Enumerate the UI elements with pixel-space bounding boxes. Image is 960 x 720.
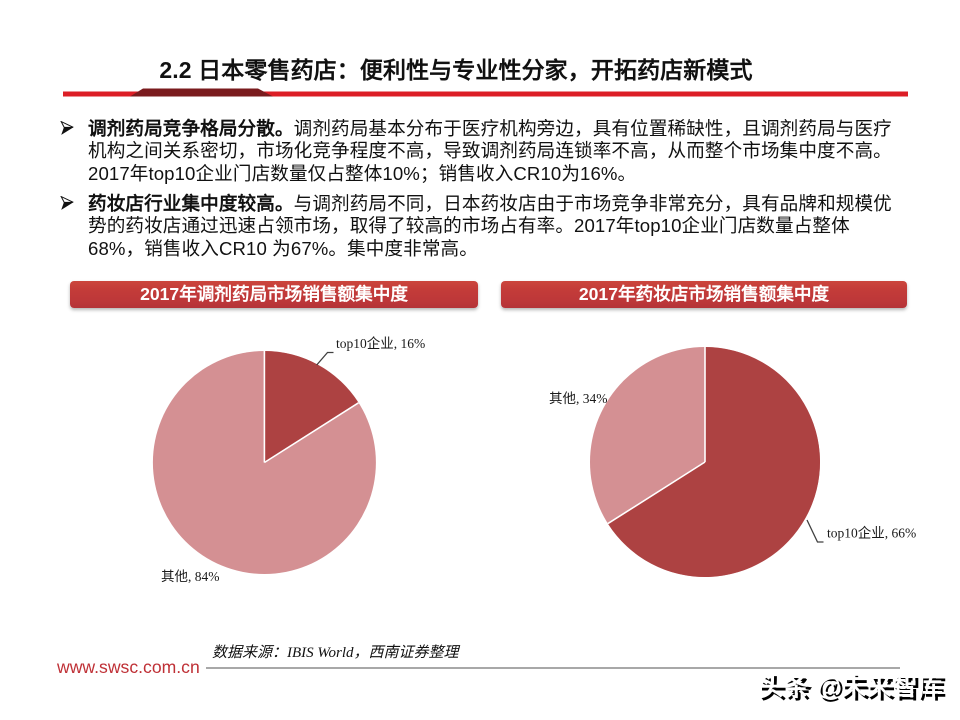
svg-text:其他, 84%: 其他, 84% (161, 569, 220, 584)
svg-text:top10企业, 16%: top10企业, 16% (336, 335, 425, 351)
svg-text:其他, 34%: 其他, 34% (549, 391, 608, 406)
svg-text:top10企业, 66%: top10企业, 66% (827, 525, 916, 541)
